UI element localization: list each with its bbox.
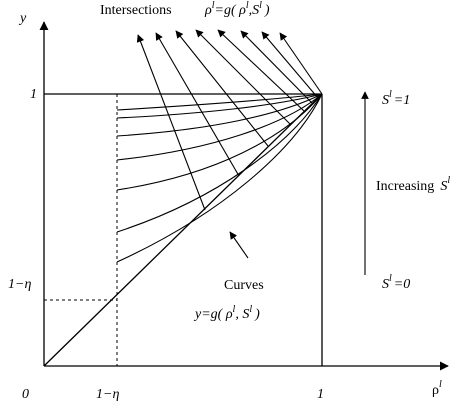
curve-3 (116, 93, 323, 137)
intersections-formula: ρl=g( ρl,Sl) (204, 0, 270, 18)
pointer-1 (136, 34, 206, 211)
diagonal-line (43, 93, 323, 367)
curve-family (116, 93, 323, 263)
curve-2 (116, 93, 323, 119)
origin-label: 0 (22, 387, 29, 402)
arrow-upper-left-icon (229, 231, 249, 259)
curves-formula: y=g( ρl, Sl) (193, 304, 260, 322)
pointer-8 (279, 32, 323, 95)
s-top-label: Sl =1 (382, 89, 410, 108)
pointer-7 (261, 31, 319, 99)
pointer-4 (195, 29, 291, 125)
intersections-label: Intersections (100, 3, 172, 18)
curve-4 (116, 93, 323, 161)
y-axis-label: y (18, 11, 27, 26)
curves-label: Curves (224, 278, 264, 293)
pointer-5 (217, 29, 305, 112)
pointer-6 (240, 30, 313, 104)
x-axis-label: ρl (432, 379, 442, 398)
increasing-label: Increasing Sl (376, 175, 450, 194)
y-tick-one: 1 (30, 87, 37, 102)
curve-5 (116, 93, 323, 191)
s-bottom-label: Sl =0 (382, 273, 410, 292)
curve-6 (116, 93, 323, 233)
x-tick-one: 1 (317, 387, 324, 402)
y-tick-eta: 1−η (8, 277, 31, 292)
x-tick-eta: 1−η (96, 387, 119, 402)
curve-7 (116, 93, 323, 263)
curve-1 (116, 93, 323, 111)
intersection-pointers (136, 29, 323, 211)
pointer-3 (175, 30, 269, 147)
pointer-2 (155, 32, 240, 177)
